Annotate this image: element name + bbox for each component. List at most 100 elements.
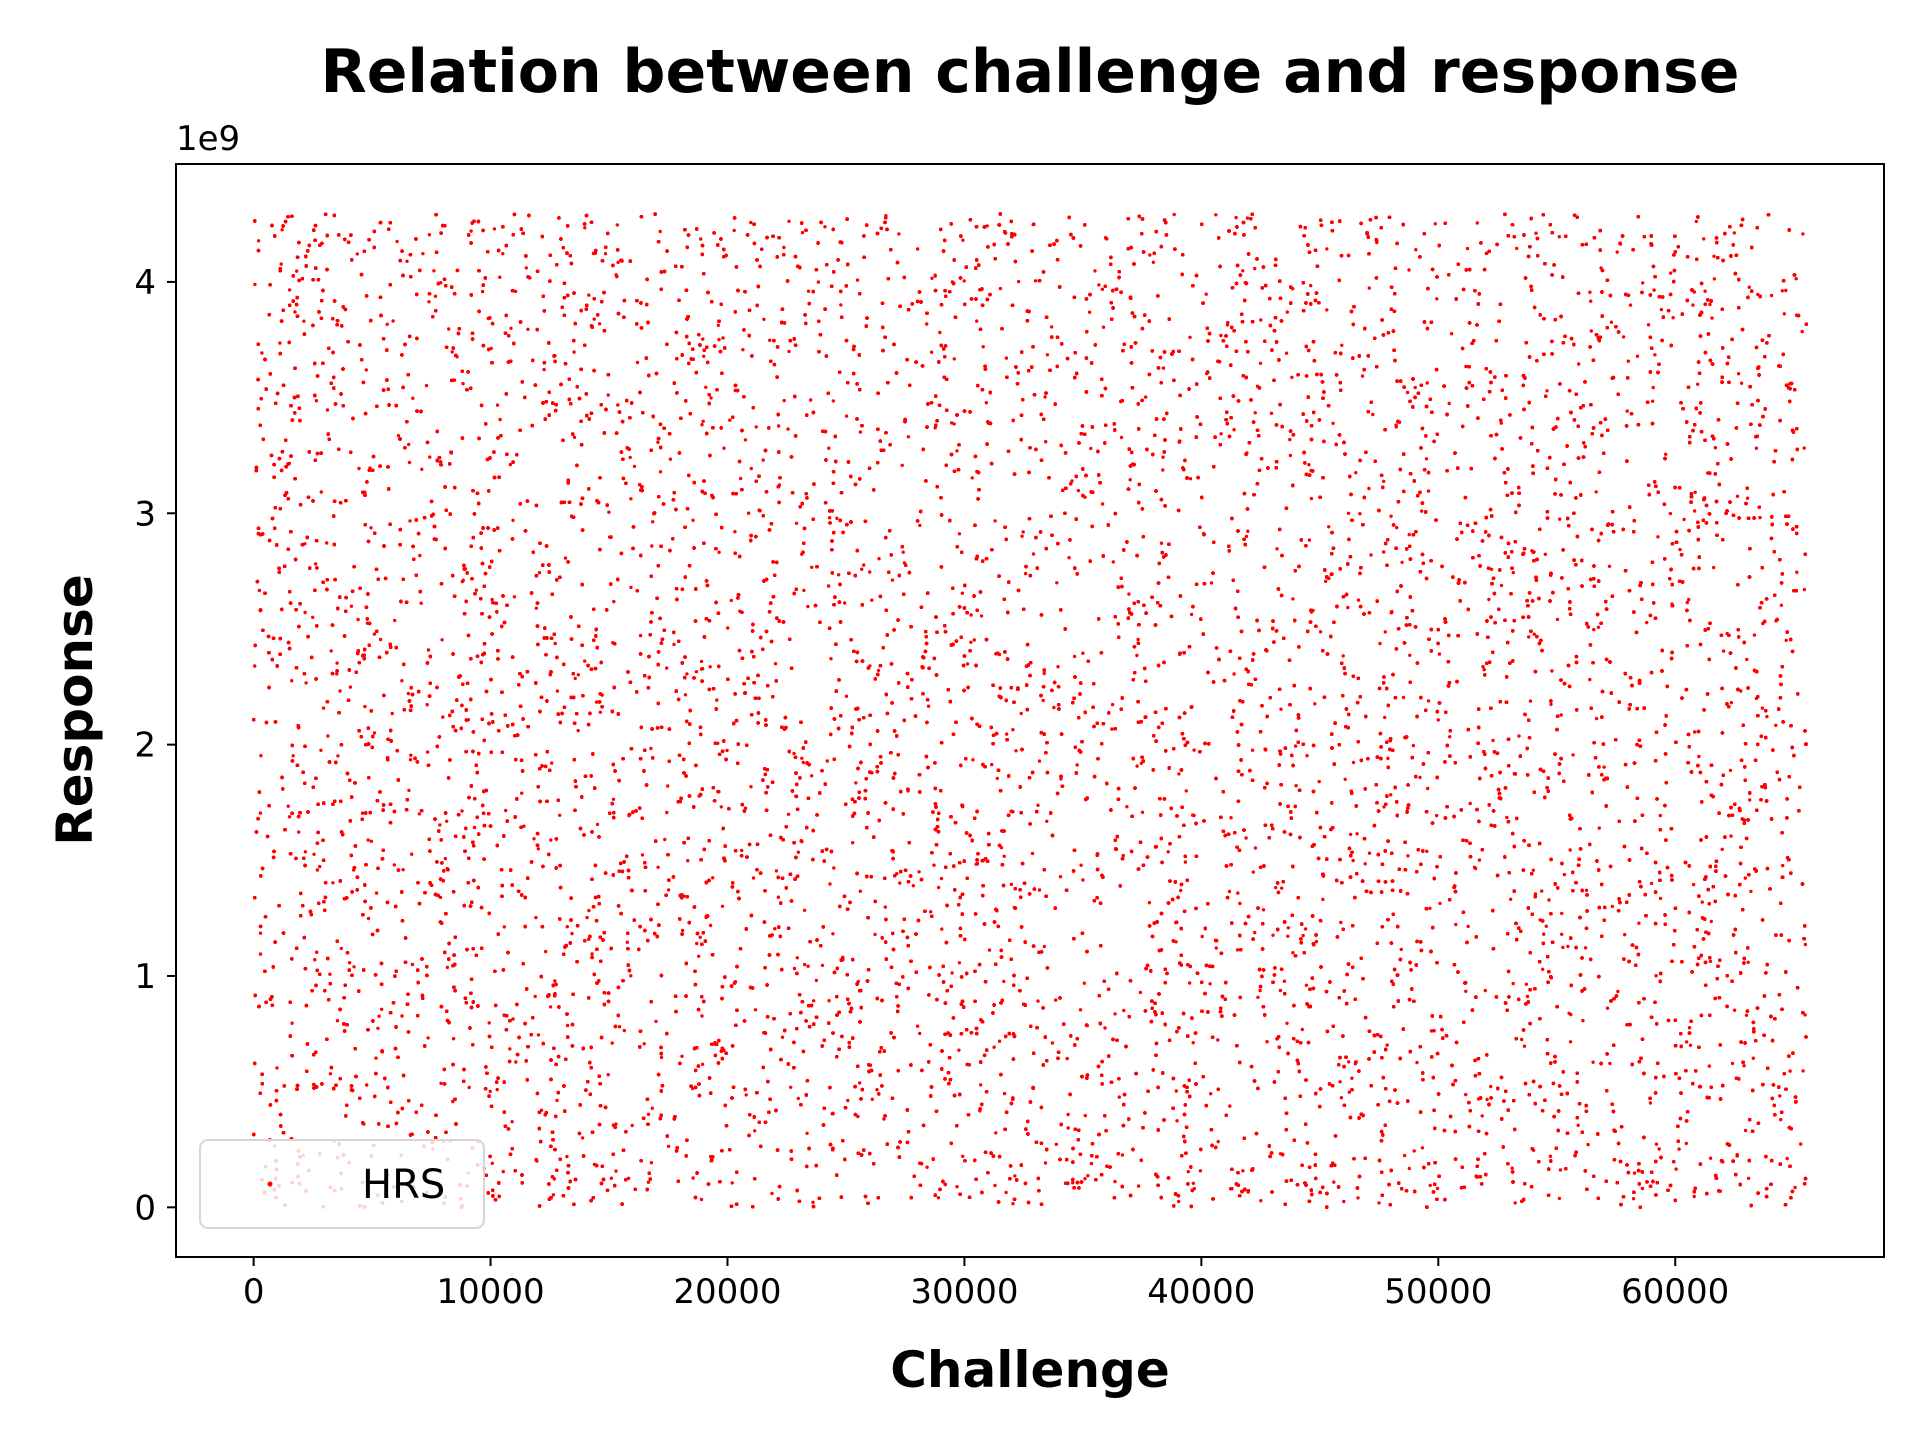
- scatter-point: [1674, 1167, 1677, 1170]
- scatter-point: [1689, 1044, 1692, 1047]
- scatter-point: [612, 600, 615, 603]
- scatter-point: [577, 673, 580, 676]
- scatter-point: [1606, 1007, 1609, 1010]
- scatter-point: [770, 1192, 773, 1195]
- scatter-point: [257, 239, 260, 242]
- scatter-point: [1286, 310, 1289, 313]
- scatter-point: [537, 847, 540, 850]
- scatter-point: [393, 863, 396, 866]
- scatter-point: [1650, 882, 1653, 885]
- scatter-point: [1118, 1095, 1121, 1098]
- scatter-point: [722, 447, 725, 450]
- scatter-point: [1481, 665, 1484, 668]
- scatter-point: [1626, 409, 1629, 412]
- scatter-point: [407, 789, 410, 792]
- scatter-point: [831, 932, 834, 935]
- scatter-point: [1129, 478, 1132, 481]
- scatter-point: [897, 232, 900, 235]
- scatter-point: [781, 1036, 784, 1039]
- scatter-point: [730, 599, 733, 602]
- scatter-point: [1549, 1155, 1552, 1158]
- scatter-point: [901, 464, 904, 467]
- scatter-point: [1428, 907, 1431, 910]
- scatter-point: [587, 938, 590, 941]
- scatter-point: [1355, 832, 1358, 835]
- scatter-point: [1512, 571, 1515, 574]
- scatter-point: [400, 1014, 403, 1017]
- scatter-point: [801, 231, 804, 234]
- scatter-point: [1339, 921, 1342, 924]
- scatter-point: [1652, 386, 1655, 389]
- scatter-point: [607, 511, 610, 514]
- scatter-point: [695, 942, 698, 945]
- scatter-point: [1046, 353, 1049, 356]
- scatter-point: [304, 850, 307, 853]
- scatter-point: [1097, 283, 1100, 286]
- scatter-point: [1652, 288, 1655, 291]
- scatter-point: [1205, 293, 1208, 296]
- scatter-point: [542, 368, 545, 371]
- scatter-point: [1429, 1184, 1432, 1187]
- scatter-point: [447, 327, 450, 330]
- scatter-point: [451, 350, 454, 353]
- scatter-point: [1188, 336, 1191, 339]
- scatter-point: [504, 809, 507, 812]
- scatter-point: [930, 277, 933, 280]
- scatter-point: [1697, 755, 1700, 758]
- scatter-point: [1217, 1140, 1220, 1143]
- scatter-point: [319, 749, 322, 752]
- scatter-point: [1687, 598, 1690, 601]
- scatter-point: [1067, 1126, 1070, 1129]
- scatter-point: [1558, 235, 1561, 238]
- scatter-point: [452, 1037, 455, 1040]
- scatter-point: [1246, 216, 1249, 219]
- scatter-point: [1450, 332, 1453, 335]
- scatter-point: [1641, 1187, 1644, 1190]
- scatter-point: [1685, 1040, 1688, 1043]
- scatter-point: [1608, 1062, 1611, 1065]
- scatter-point: [999, 287, 1002, 290]
- scatter-point: [1448, 735, 1451, 738]
- scatter-point: [656, 866, 659, 869]
- scatter-point: [826, 759, 829, 762]
- scatter-point: [659, 230, 662, 233]
- scatter-point: [336, 754, 339, 757]
- scatter-point: [1256, 996, 1259, 999]
- scatter-point: [721, 905, 724, 908]
- scatter-point: [1368, 286, 1371, 289]
- scatter-point: [1733, 231, 1736, 234]
- scatter-point: [1627, 360, 1630, 363]
- scatter-point: [752, 876, 755, 879]
- scatter-point: [1232, 428, 1235, 431]
- scatter-point: [409, 754, 412, 757]
- scatter-point: [496, 1088, 499, 1091]
- scatter-point: [985, 401, 988, 404]
- scatter-point: [1045, 820, 1048, 823]
- scatter-point: [681, 929, 684, 932]
- scatter-point: [374, 1056, 377, 1059]
- scatter-point: [1414, 248, 1417, 251]
- scatter-point: [1270, 412, 1273, 415]
- scatter-point: [380, 1008, 383, 1011]
- scatter-point: [475, 589, 478, 592]
- scatter-point: [1485, 1098, 1488, 1101]
- scatter-point: [1435, 297, 1438, 300]
- scatter-point: [503, 925, 506, 928]
- scatter-point: [418, 812, 421, 815]
- scatter-point: [428, 233, 431, 236]
- scatter-point: [1066, 1113, 1069, 1116]
- scatter-point: [365, 1083, 368, 1086]
- scatter-point: [1563, 873, 1566, 876]
- scatter-point: [1319, 630, 1322, 633]
- scatter-point: [570, 932, 573, 935]
- scatter-point: [1692, 883, 1695, 886]
- scatter-point: [1022, 530, 1025, 533]
- scatter-point: [1651, 400, 1654, 403]
- scatter-point: [1532, 869, 1535, 872]
- scatter-point: [408, 519, 411, 522]
- scatter-point: [1361, 374, 1364, 377]
- scatter-point: [925, 1166, 928, 1169]
- scatter-point: [418, 554, 421, 557]
- scatter-point: [577, 729, 580, 732]
- scatter-point: [1577, 1124, 1580, 1127]
